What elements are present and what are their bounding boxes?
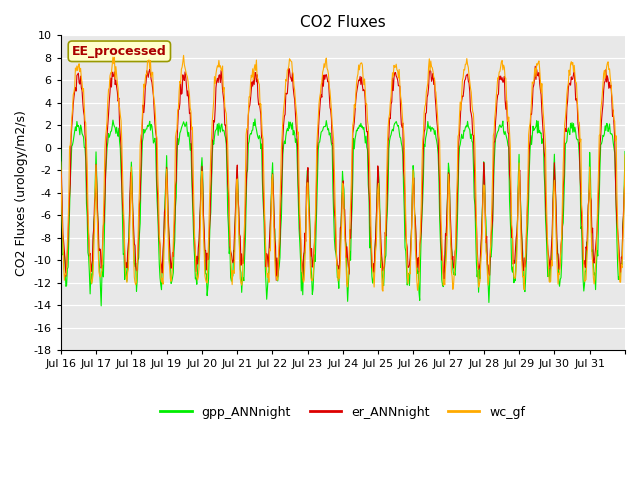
Text: EE_processed: EE_processed: [72, 45, 167, 58]
Y-axis label: CO2 Fluxes (urology/m2/s): CO2 Fluxes (urology/m2/s): [15, 110, 28, 276]
Title: CO2 Fluxes: CO2 Fluxes: [300, 15, 386, 30]
Legend: gpp_ANNnight, er_ANNnight, wc_gf: gpp_ANNnight, er_ANNnight, wc_gf: [156, 401, 531, 424]
